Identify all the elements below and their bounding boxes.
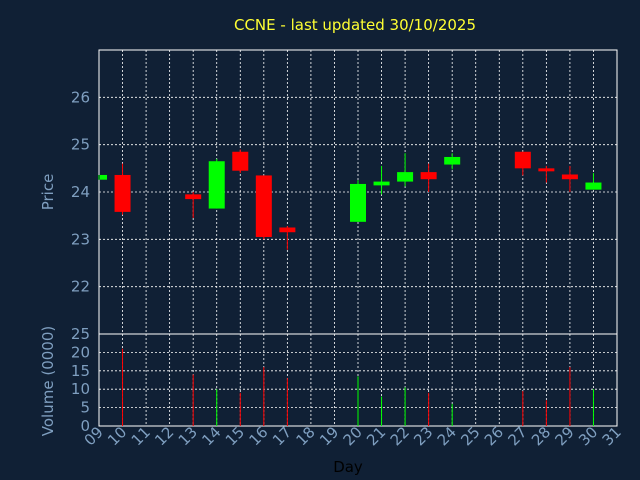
x-axis-ticks: 0910111213141516171819202122232425262728… <box>81 423 625 449</box>
candle-body <box>114 174 131 212</box>
x-tick-label: 22 <box>387 423 413 449</box>
volume-tick-label: 25 <box>71 325 90 343</box>
x-tick-label: 30 <box>575 423 601 449</box>
candle-body <box>208 161 225 209</box>
x-tick-label: 15 <box>222 423 248 449</box>
candle-body <box>538 168 555 172</box>
x-tick-label: 11 <box>128 423 154 449</box>
chart-title: CCNE - last updated 30/10/2025 <box>234 16 476 34</box>
volume-tick-label: 10 <box>71 380 90 398</box>
candle-body <box>444 156 461 165</box>
x-tick-label: 16 <box>245 423 271 449</box>
price-tick-label: 24 <box>71 183 90 201</box>
x-tick-label: 26 <box>481 423 507 449</box>
candle-body <box>514 151 531 169</box>
price-tick-label: 22 <box>71 278 90 296</box>
x-tick-label: 21 <box>363 423 389 449</box>
x-tick-label: 14 <box>198 423 224 449</box>
volume-tick-label: 5 <box>80 399 90 417</box>
candle-body <box>561 174 578 180</box>
volume-axis-label: Volume (0000) <box>39 326 57 436</box>
x-tick-label: 13 <box>175 423 201 449</box>
volume-tick-label: 20 <box>71 343 90 361</box>
candle-body <box>185 194 202 200</box>
x-tick-label: 17 <box>269 423 295 449</box>
candle-body <box>232 151 249 171</box>
x-tick-label: 20 <box>340 423 366 449</box>
candle-body <box>373 181 390 186</box>
x-tick-label: 10 <box>104 423 130 449</box>
x-tick-label: 24 <box>434 423 460 449</box>
x-tick-label: 23 <box>410 423 436 449</box>
candle-body <box>585 182 602 190</box>
price-axis-label: Price <box>39 174 57 211</box>
x-tick-label: 28 <box>528 423 554 449</box>
candle-body <box>350 183 366 222</box>
x-tick-label: 12 <box>151 423 177 449</box>
candle-body <box>255 175 272 237</box>
price-tick-label: 23 <box>71 230 90 248</box>
volume-tick-label: 15 <box>71 362 90 380</box>
candle-body <box>279 227 296 233</box>
x-tick-label: 19 <box>316 423 342 449</box>
price-tick-label: 25 <box>71 136 90 154</box>
candle-body <box>100 174 107 180</box>
x-tick-label: 29 <box>552 423 578 449</box>
volume-tick-label: 0 <box>80 417 90 435</box>
candle-body <box>420 172 437 180</box>
x-tick-label: 31 <box>599 423 625 449</box>
price-tick-label: 26 <box>71 88 90 106</box>
x-axis-label: Day <box>333 458 363 476</box>
x-tick-label: 27 <box>504 423 530 449</box>
x-tick-label: 18 <box>293 423 319 449</box>
x-tick-label: 25 <box>457 423 483 449</box>
candle-body <box>397 172 414 182</box>
price-panel: 22 23 24 25 26 <box>71 49 618 335</box>
